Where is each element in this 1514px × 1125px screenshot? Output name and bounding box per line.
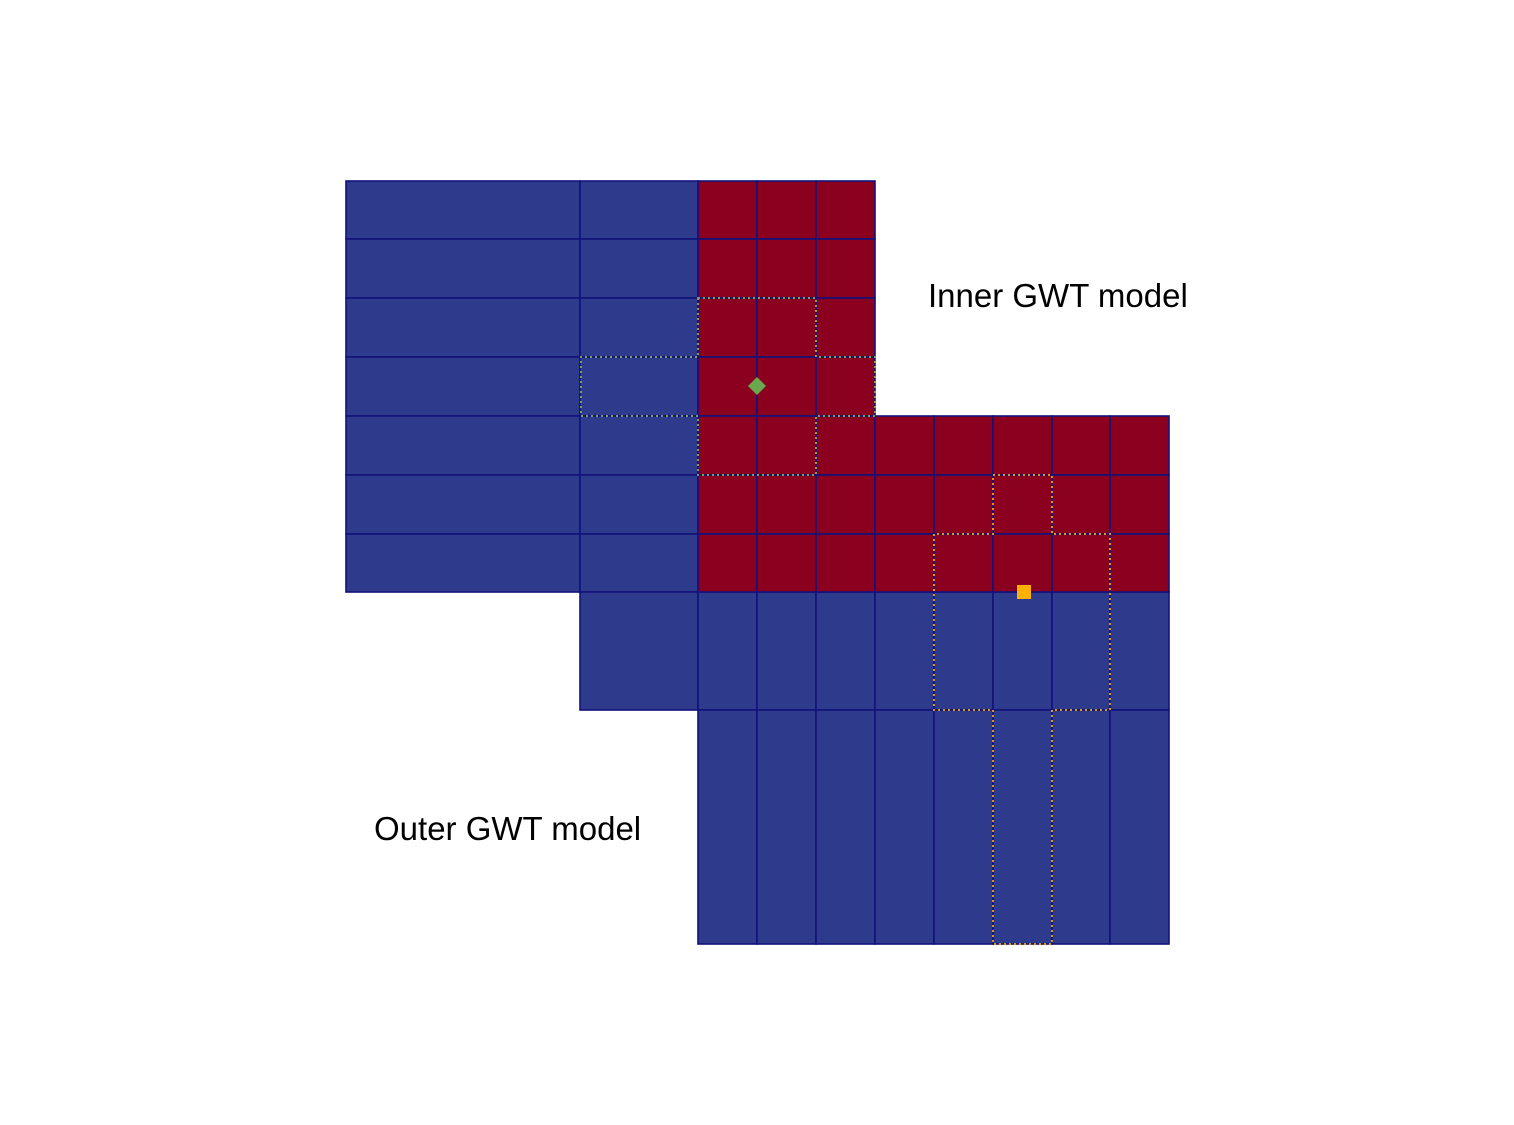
outer-cell bbox=[579, 591, 699, 711]
inner-cell bbox=[874, 533, 935, 593]
inner-cell bbox=[756, 474, 817, 535]
inner-cell bbox=[697, 297, 758, 358]
inner-cell bbox=[697, 474, 758, 535]
outer-cell bbox=[345, 533, 581, 593]
inner-cell bbox=[992, 415, 1053, 476]
inner-cell bbox=[815, 415, 876, 476]
outer-cell bbox=[579, 533, 699, 593]
inner-cell bbox=[1109, 415, 1170, 476]
cell-markers bbox=[748, 377, 1031, 599]
outer-cell bbox=[579, 180, 699, 240]
inner-cell-marker bbox=[748, 377, 766, 395]
outer-cell bbox=[1109, 591, 1170, 711]
inner-cell bbox=[933, 474, 994, 535]
outer-cell bbox=[579, 356, 699, 417]
interface-stencil-outline bbox=[933, 474, 1111, 945]
outer-cell bbox=[579, 415, 699, 476]
outer-cell bbox=[756, 591, 817, 711]
inner-cell bbox=[1109, 533, 1170, 593]
outer-cell bbox=[697, 709, 758, 945]
inner-cell bbox=[874, 474, 935, 535]
inner-cell bbox=[756, 297, 817, 358]
outer-cell bbox=[345, 297, 581, 358]
outer-cell bbox=[933, 709, 994, 945]
outer-cell bbox=[1109, 709, 1170, 945]
inner-cell bbox=[756, 415, 817, 476]
outer-cell bbox=[345, 474, 581, 535]
outer-cell bbox=[579, 238, 699, 299]
inner-cell bbox=[697, 415, 758, 476]
outer-cell bbox=[815, 591, 876, 711]
inner-cell bbox=[756, 180, 817, 240]
outer-cell bbox=[345, 356, 581, 417]
outer-cell bbox=[874, 709, 935, 945]
outer-cell bbox=[992, 709, 1053, 945]
inner-cell bbox=[1051, 474, 1111, 535]
outer-cell bbox=[933, 591, 994, 711]
interface-marker bbox=[1017, 585, 1031, 599]
inner-cell bbox=[1051, 415, 1111, 476]
outer-cell bbox=[579, 474, 699, 535]
inner-cell bbox=[697, 238, 758, 299]
outer-cell bbox=[1051, 709, 1111, 945]
outer-cell bbox=[697, 591, 758, 711]
inner-cell bbox=[756, 533, 817, 593]
outer-model-label: Outer GWT model bbox=[374, 810, 642, 847]
inner-cell bbox=[1109, 474, 1170, 535]
outer-cell bbox=[345, 238, 581, 299]
inner-cell bbox=[697, 533, 758, 593]
outer-cell bbox=[992, 591, 1053, 711]
inner-cell bbox=[815, 180, 876, 240]
outer-cell bbox=[345, 415, 581, 476]
outer-cell bbox=[756, 709, 817, 945]
inner-cell bbox=[992, 474, 1053, 535]
inner-cell bbox=[815, 474, 876, 535]
inner-cell bbox=[933, 533, 994, 593]
outer-cell bbox=[1051, 591, 1111, 711]
outer-cell bbox=[579, 297, 699, 358]
inner-cell bbox=[815, 356, 876, 417]
inner-cell bbox=[933, 415, 994, 476]
stencil-outlines bbox=[580, 297, 1111, 945]
inner-stencil-outline bbox=[580, 297, 876, 476]
inner-cell bbox=[992, 533, 1053, 593]
inner-model-label: Inner GWT model bbox=[928, 277, 1188, 314]
outer-cell bbox=[345, 180, 581, 240]
inner-cell bbox=[874, 415, 935, 476]
inner-cell bbox=[815, 297, 876, 358]
inner-cell bbox=[697, 180, 758, 240]
inner-cell bbox=[1051, 533, 1111, 593]
inner-cell bbox=[756, 356, 817, 417]
inner-cell bbox=[756, 238, 817, 299]
outer-cell bbox=[874, 591, 935, 711]
inner-cell bbox=[815, 238, 876, 299]
inner-cell bbox=[697, 356, 758, 417]
outer-cell bbox=[815, 709, 876, 945]
grid-cells bbox=[345, 180, 1170, 945]
inner-cell bbox=[815, 533, 876, 593]
